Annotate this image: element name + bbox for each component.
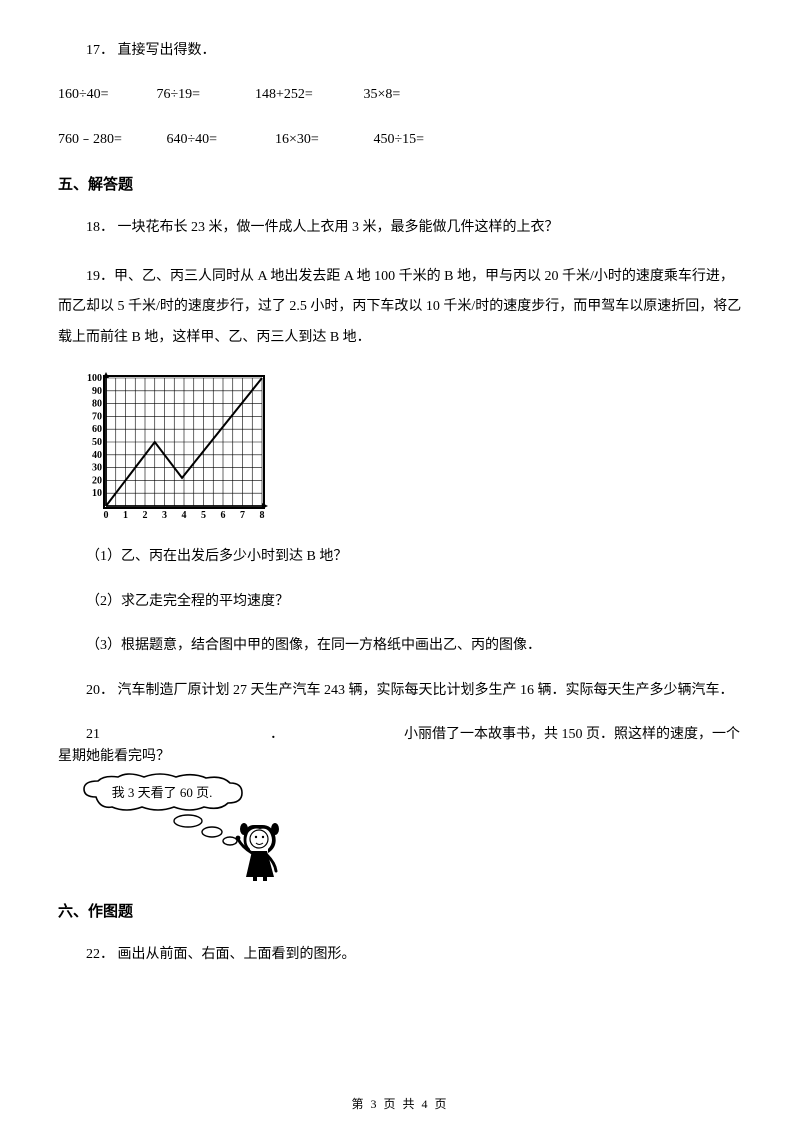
svg-text:7: 7 [240,510,245,521]
svg-text:0: 0 [104,510,109,521]
q21-dot: ． [270,727,284,742]
q18-text: 一块花布长 23 米，做一件成人上衣用 3 米，最多能做几件这样的上衣？ [118,220,559,235]
q20-text: 汽车制造厂原计划 27 天生产汽车 243 辆，实际每天比计划多生产 16 辆．… [118,683,734,698]
question-21: 21 ．小丽借了一本故事书，共 150 页．照这样的速度，一个星期她能看完吗？ [58,724,742,769]
svg-text:6: 6 [221,510,226,521]
svg-text:我 3 天看了 60 页.: 我 3 天看了 60 页. [112,785,213,800]
question-20: 20． 汽车制造厂原计划 27 天生产汽车 243 辆，实际每天比计划多生产 1… [58,680,742,702]
svg-text:8: 8 [260,510,265,521]
svg-text:30: 30 [92,463,102,474]
q17-prompt: 直接写出得数． [118,43,216,58]
q18-num: 18． [86,220,114,235]
eq: 760﹣280= [58,129,163,151]
q19-text: 甲、乙、丙三人同时从 A 地出发去距 A 地 100 千米的 B 地，甲与丙以 … [58,269,741,346]
q21-illustration: 我 3 天看了 60 页. [78,773,742,890]
svg-text:3: 3 [162,510,167,521]
section-6-heading: 六、作图题 [58,900,742,924]
svg-text:10: 10 [92,488,102,499]
line-chart-svg: 102030405060708090100012345678 [80,372,268,522]
question-22: 22． 画出从前面、右面、上面看到的图形。 [58,944,742,966]
q17-row2: 760﹣280= 640÷40= 16×30= 450÷15= [58,129,742,151]
eq: 16×30= [275,129,370,151]
question-18: 18． 一块花布长 23 米，做一件成人上衣用 3 米，最多能做几件这样的上衣？ [58,217,742,239]
question-17-prompt: 17． 直接写出得数． [58,40,742,62]
svg-text:4: 4 [182,510,187,521]
eq: 450÷15= [374,129,425,151]
svg-text:2: 2 [143,510,148,521]
svg-text:70: 70 [92,411,102,422]
q22-text: 画出从前面、右面、上面看到的图形。 [118,947,356,962]
eq: 35×8= [364,84,401,106]
q20-num: 20． [86,683,114,698]
q19-num: 19． [86,269,114,284]
q17-row1: 160÷40= 76÷19= 148+252= 35×8= [58,84,742,106]
q21-num: 21 [86,727,100,742]
q22-num: 22． [86,947,114,962]
svg-text:60: 60 [92,424,102,435]
svg-text:100: 100 [87,373,102,384]
eq: 148+252= [255,84,360,106]
q19-sub1: （1）乙、丙在出发后多少小时到达 B 地？ [58,546,742,568]
svg-text:40: 40 [92,450,102,461]
q19-sub2: （2）求乙走完全程的平均速度？ [58,591,742,613]
section-5-heading: 五、解答题 [58,173,742,197]
svg-text:20: 20 [92,475,102,486]
q21-text: 小丽借了一本故事书，共 150 页．照这样的速度，一个星期她能看完吗？ [58,727,740,764]
svg-text:50: 50 [92,437,102,448]
svg-text:80: 80 [92,399,102,410]
q17-num: 17． [86,43,114,58]
page-footer: 第 3 页 共 4 页 [0,1095,800,1114]
question-19: 19．甲、乙、丙三人同时从 A 地出发去距 A 地 100 千米的 B 地，甲与… [58,262,742,354]
svg-text:90: 90 [92,386,102,397]
eq: 76÷19= [157,84,252,106]
svg-text:5: 5 [201,510,206,521]
q19-chart: 102030405060708090100012345678 [80,372,742,530]
girl-speech-bubble-svg: 我 3 天看了 60 页. [78,773,301,882]
svg-text:1: 1 [123,510,128,521]
eq: 160÷40= [58,84,153,106]
eq: 640÷40= [167,129,272,151]
q19-sub3: （3）根据题意，结合图中甲的图像，在同一方格纸中画出乙、丙的图像． [58,635,742,657]
